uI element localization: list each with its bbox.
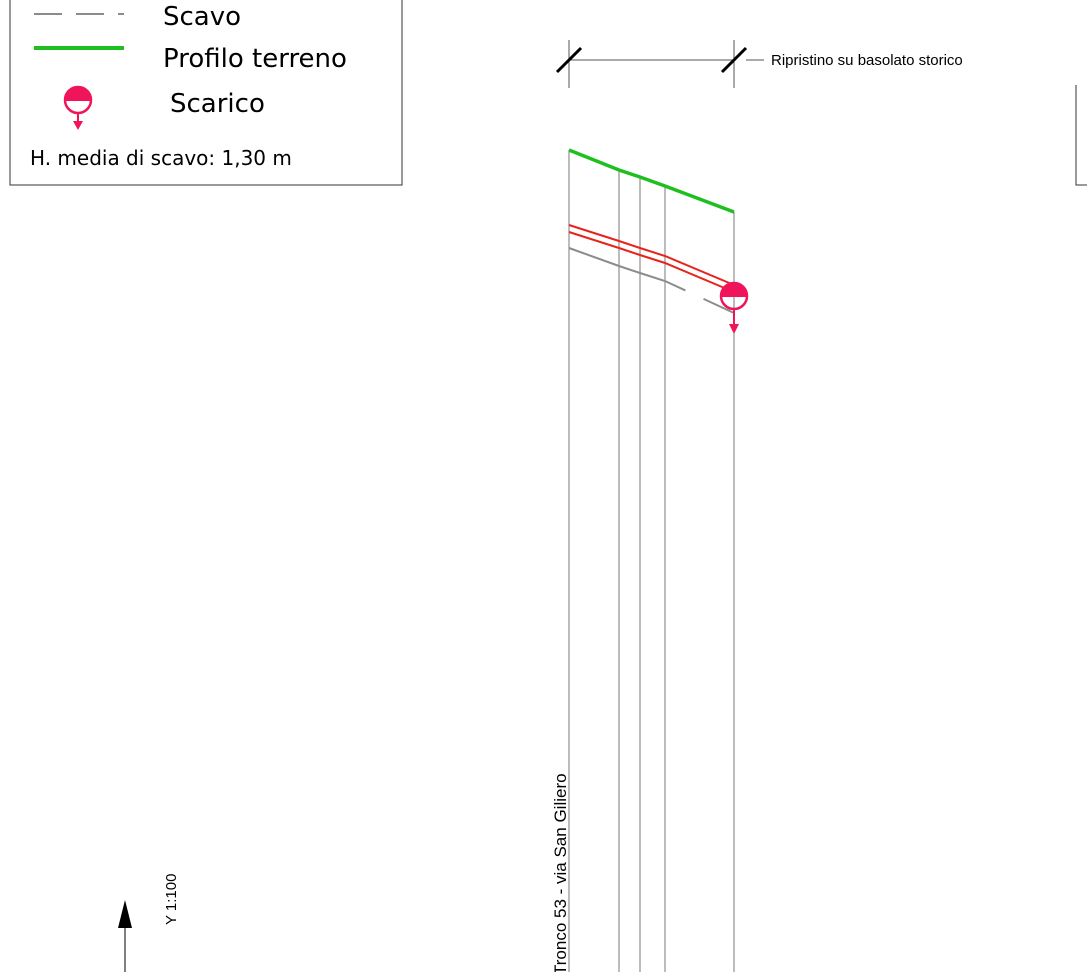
legend-item-scarico: Scarico — [63, 85, 265, 130]
excavation-line — [568, 247, 735, 314]
tick-mark-left — [555, 46, 583, 74]
section-label: Tronco 53 - via San Giliero — [551, 773, 570, 972]
legend-note: H. media di scavo: 1,30 m — [30, 146, 292, 170]
pipe-top-line — [568, 224, 735, 286]
discharge-icon — [63, 85, 93, 130]
vertical-grid — [568, 150, 735, 972]
adjacent-frame — [1075, 85, 1087, 186]
dimension-label: Ripristino su basolato storico — [771, 52, 963, 69]
legend: Scavo Profilo terreno Scarico H. media d… — [9, 0, 403, 186]
arrow-up-icon — [118, 900, 132, 928]
dimension: Ripristino su basolato storico — [555, 40, 963, 88]
legend-label-profilo-terreno: Profilo terreno — [163, 44, 347, 74]
ground-profile — [568, 148, 735, 214]
pipe — [568, 224, 735, 293]
legend-label-scarico: Scarico — [170, 89, 265, 119]
tick-mark-right — [720, 46, 748, 74]
legend-label-scavo: Scavo — [163, 2, 241, 32]
scale-label: Y 1:100 — [163, 874, 180, 925]
pipe-bottom-line — [568, 231, 735, 293]
discharge-icon — [719, 281, 749, 334]
scale-indicator: Y 1:100 — [118, 874, 180, 972]
legend-item-scavo: Scavo — [34, 2, 241, 32]
legend-item-profilo-terreno: Profilo terreno — [34, 44, 347, 74]
